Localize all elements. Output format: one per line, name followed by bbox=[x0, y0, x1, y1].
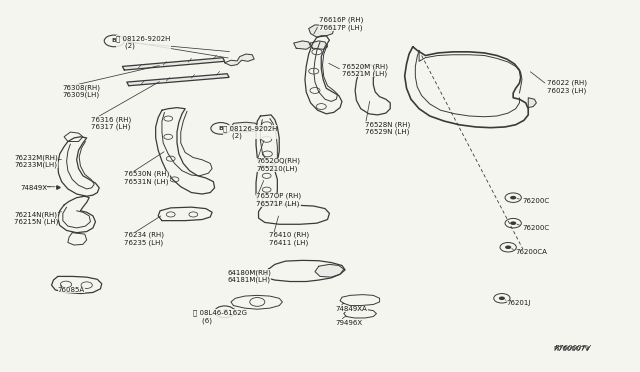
Text: 76530N (RH)
76531N (LH): 76530N (RH) 76531N (LH) bbox=[124, 171, 170, 185]
Text: 76200C: 76200C bbox=[522, 225, 549, 231]
Text: B: B bbox=[218, 126, 223, 131]
Text: 76520M (RH)
76521M (LH): 76520M (RH) 76521M (LH) bbox=[342, 63, 388, 77]
Text: 74849XA: 74849XA bbox=[336, 306, 367, 312]
Text: R760007V: R760007V bbox=[556, 345, 592, 351]
Polygon shape bbox=[528, 98, 536, 108]
Polygon shape bbox=[310, 41, 328, 49]
Text: 7657OP (RH)
76571P (LH): 7657OP (RH) 76571P (LH) bbox=[256, 193, 301, 207]
Text: 76085A: 76085A bbox=[58, 287, 85, 293]
Polygon shape bbox=[225, 54, 254, 66]
Circle shape bbox=[505, 246, 511, 249]
Circle shape bbox=[510, 196, 516, 199]
Polygon shape bbox=[122, 58, 225, 70]
Text: 76201J: 76201J bbox=[507, 300, 531, 307]
Polygon shape bbox=[127, 74, 229, 86]
Text: 76214N(RH)
76215N (LH): 76214N(RH) 76215N (LH) bbox=[14, 211, 58, 225]
Text: 76616P (RH)
76617P (LH): 76616P (RH) 76617P (LH) bbox=[319, 17, 363, 31]
Text: B: B bbox=[112, 38, 116, 44]
Text: 74849X: 74849X bbox=[20, 185, 47, 191]
Circle shape bbox=[510, 221, 516, 225]
Circle shape bbox=[499, 296, 505, 300]
Text: 76308(RH)
76309(LH): 76308(RH) 76309(LH) bbox=[63, 84, 101, 98]
Text: 76232M(RH)
76233M(LH): 76232M(RH) 76233M(LH) bbox=[14, 154, 58, 168]
Text: 76200C: 76200C bbox=[522, 198, 549, 204]
Text: 76316 (RH)
76317 (LH): 76316 (RH) 76317 (LH) bbox=[91, 116, 131, 130]
Text: 76022 (RH)
76023 (LH): 76022 (RH) 76023 (LH) bbox=[547, 80, 587, 94]
Text: 7652OQ(RH)
765210(LH): 7652OQ(RH) 765210(LH) bbox=[256, 158, 300, 172]
Text: R760007V: R760007V bbox=[554, 346, 590, 352]
Text: 79496X: 79496X bbox=[336, 320, 363, 326]
Text: 76410 (RH)
76411 (LH): 76410 (RH) 76411 (LH) bbox=[269, 232, 308, 246]
Polygon shape bbox=[294, 41, 310, 49]
Polygon shape bbox=[231, 122, 257, 132]
Text: Ⓑ 08L46-6162G
    (6): Ⓑ 08L46-6162G (6) bbox=[193, 310, 247, 324]
Text: Ⓑ 08126-9202H
    (2): Ⓑ 08126-9202H (2) bbox=[116, 35, 170, 49]
Text: 76234 (RH)
76235 (LH): 76234 (RH) 76235 (LH) bbox=[124, 232, 164, 246]
Text: 76528N (RH)
76529N (LH): 76528N (RH) 76529N (LH) bbox=[365, 121, 410, 135]
Polygon shape bbox=[315, 264, 344, 277]
Text: Ⓑ 08126-9202H
    (2): Ⓑ 08126-9202H (2) bbox=[223, 125, 277, 139]
Text: B: B bbox=[222, 309, 227, 314]
Polygon shape bbox=[308, 25, 334, 37]
Text: 76200CA: 76200CA bbox=[516, 249, 548, 255]
Text: 64180M(RH)
64181M(LH): 64180M(RH) 64181M(LH) bbox=[227, 269, 271, 283]
